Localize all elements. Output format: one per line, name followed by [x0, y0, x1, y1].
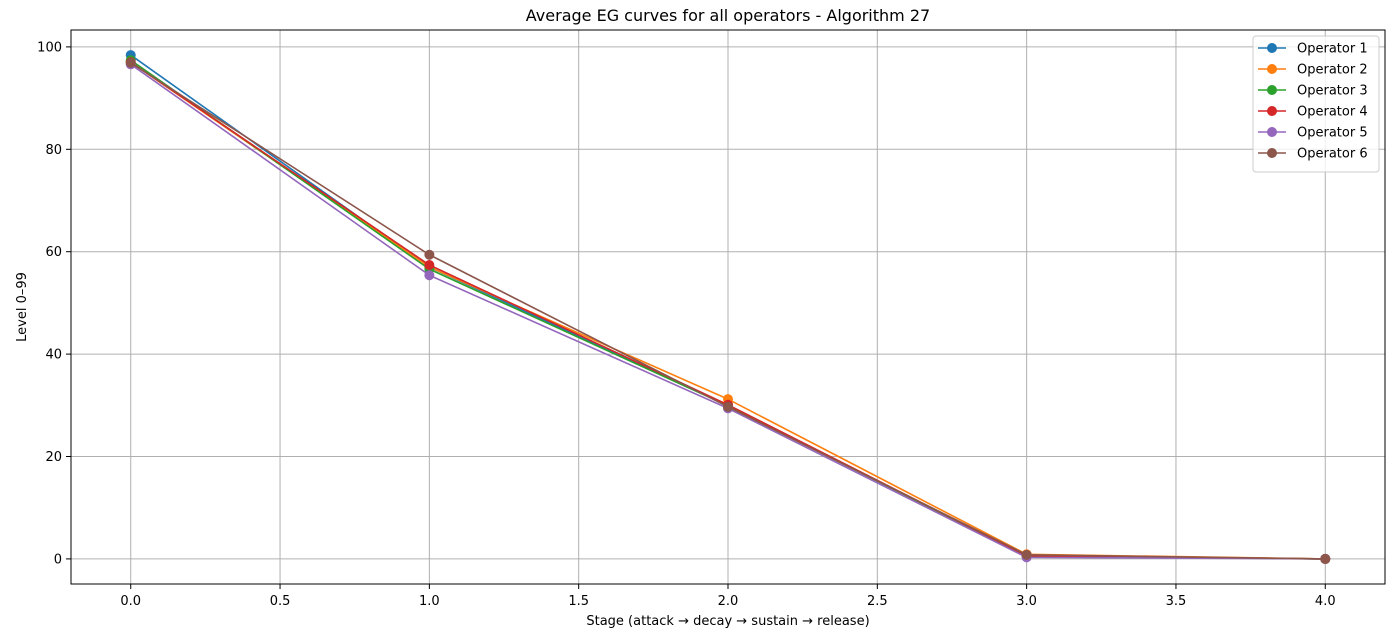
x-tick-label: 3.5 — [1166, 594, 1187, 609]
legend-marker — [1267, 85, 1277, 95]
data-point — [424, 260, 435, 271]
legend-label: Operator 6 — [1297, 147, 1368, 162]
x-tick-label: 2.0 — [718, 594, 739, 609]
legend-label: Operator 4 — [1297, 105, 1368, 120]
x-tick-label: 1.5 — [568, 594, 589, 609]
y-tick-label: 0 — [54, 552, 62, 567]
x-tick-label: 1.0 — [419, 594, 440, 609]
legend-marker — [1267, 106, 1277, 116]
y-axis-label: Level 0–99 — [15, 272, 30, 342]
y-tick-label: 60 — [45, 245, 62, 260]
legend-marker — [1267, 64, 1277, 74]
legend-item: Operator 5 — [1258, 126, 1368, 141]
legend-marker — [1267, 127, 1277, 137]
y-axis-ticks: 0 20 40 60 80 100 — [37, 40, 71, 567]
legend-marker — [1267, 43, 1277, 53]
x-tick-label: 0.5 — [270, 594, 291, 609]
data-point — [125, 57, 136, 68]
y-tick-label: 80 — [45, 143, 62, 158]
legend-box — [1252, 35, 1380, 173]
x-tick-label: 3.0 — [1016, 594, 1037, 609]
y-tick-label: 100 — [37, 40, 62, 55]
grid — [71, 30, 1385, 584]
series-operator-6 — [125, 57, 1331, 564]
y-tick-label: 20 — [45, 450, 62, 465]
legend-item: Operator 1 — [1258, 42, 1368, 57]
legend-marker — [1267, 148, 1277, 158]
legend-label: Operator 5 — [1297, 126, 1368, 141]
data-point — [1021, 549, 1032, 560]
legend-label: Operator 2 — [1297, 63, 1368, 78]
data-point — [1320, 553, 1331, 564]
chart-title: Average EG curves for all operators - Al… — [526, 6, 930, 25]
plot-series — [125, 50, 1331, 564]
legend: Operator 1 Operator 2 Operator 3 Operator 4… — [1252, 35, 1380, 173]
x-tick-label: 4.0 — [1315, 594, 1336, 609]
legend-label: Operator 1 — [1297, 42, 1368, 57]
x-tick-label: 2.5 — [867, 594, 888, 609]
x-tick-label: 0.0 — [120, 594, 141, 609]
data-point — [424, 249, 435, 260]
data-point — [424, 270, 435, 281]
legend-items: Operator 1 Operator 2 Operator 3 Operator 4… — [1258, 42, 1368, 162]
legend-item: Operator 2 — [1258, 63, 1368, 78]
y-tick-label: 40 — [45, 348, 62, 363]
data-point — [723, 401, 733, 412]
legend-label: Operator 3 — [1297, 84, 1368, 99]
legend-item: Operator 3 — [1258, 84, 1368, 99]
legend-item: Operator 4 — [1258, 105, 1368, 120]
x-axis-ticks: 0.0 0.5 1.0 1.5 2.0 2.5 3.0 3.5 4.0 — [120, 584, 1336, 609]
legend-item: Operator 6 — [1258, 147, 1368, 162]
x-axis-label: Stage (attack → decay → sustain → releas… — [586, 614, 869, 629]
